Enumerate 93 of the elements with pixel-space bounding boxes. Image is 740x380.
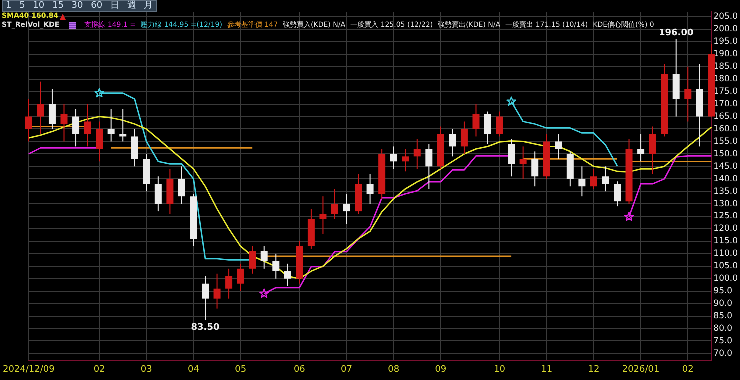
candlestick [402, 148, 410, 172]
x-tick-label: 02 [94, 364, 106, 375]
point [624, 212, 634, 222]
candlestick [484, 111, 492, 145]
x-tick-label: 09 [435, 364, 447, 375]
x-tick-label: 05 [235, 364, 247, 375]
y-tick-label: 175.0 [714, 87, 738, 98]
y-tick-label: 190.0 [714, 50, 738, 60]
x-tick-label: 03 [140, 364, 152, 375]
x-tick-label: 11 [541, 364, 553, 375]
candlestick [131, 128, 138, 168]
candlestick [343, 194, 350, 225]
candlestick [96, 121, 104, 162]
annotation: 83.50 [191, 322, 220, 333]
x-tick-label: 2026/01 [622, 364, 660, 375]
candlestick [449, 128, 456, 158]
candlestick [649, 126, 656, 175]
x-tick-label: 02 [682, 364, 694, 375]
y-tick-label: 120.0 [714, 224, 738, 234]
candlestick [460, 121, 468, 155]
y-tick-label: 155.0 [714, 136, 738, 147]
candlestick [602, 166, 610, 192]
candlestick [37, 81, 44, 135]
y-tick-label: 75.0 [714, 336, 733, 346]
x-tick-label: 10 [494, 364, 506, 375]
y-tick-label: 100.0 [714, 274, 738, 284]
point [94, 88, 104, 98]
candlestick [684, 66, 692, 122]
x-tick-label: 08 [388, 364, 400, 375]
candlestick [366, 174, 374, 205]
y-tick-label: 205.0 [714, 12, 738, 22]
candlestick [532, 151, 539, 188]
candlestick [214, 273, 221, 310]
x-tick-label: 12 [588, 364, 600, 375]
text: 1 5 10 15 30 60 日 週 月 [2, 0, 158, 12]
y-tick-label: 150.0 [714, 149, 738, 160]
candlestick [590, 168, 598, 190]
candlestick [320, 196, 327, 234]
candlestick [260, 246, 268, 270]
candlestick [48, 88, 56, 130]
candlestick [154, 176, 162, 212]
point [506, 96, 516, 106]
y-tick-label: 140.0 [714, 174, 738, 184]
y-tick-label: 110.0 [714, 249, 738, 260]
candlestick [226, 268, 233, 300]
candlestick [390, 146, 398, 170]
y-tick-label: 165.0 [714, 112, 738, 122]
candlestick [578, 166, 586, 198]
candlestick [426, 144, 433, 190]
y-tick-label: 105.0 [714, 262, 738, 272]
y-tick-label: 170.0 [714, 99, 738, 110]
y-tick-label: 90.0 [714, 299, 733, 310]
candlestick [237, 263, 244, 292]
annotation: 196.00 [658, 28, 694, 38]
y-tick-label: 85.0 [714, 312, 733, 322]
y-tick-label: 200.0 [714, 24, 738, 35]
y-tick-label: 185.0 [714, 62, 738, 72]
y-tick-label: 180.0 [714, 74, 738, 85]
candlestick [72, 108, 80, 148]
y-tick-label: 130.0 [714, 199, 738, 210]
x-tick-label: 2024/12/09 [3, 364, 56, 375]
y-tick-label: 80.0 [714, 324, 733, 334]
x-tick-label: 07 [341, 364, 352, 375]
candlestick [638, 134, 645, 162]
candlestick [284, 263, 292, 287]
y-tick-label: 70.0 [714, 348, 733, 359]
candlestick [614, 181, 621, 208]
candlestick [249, 246, 256, 274]
candlestick [331, 188, 338, 220]
candlestick [202, 276, 210, 321]
candlestick [60, 104, 68, 142]
y-tick-label: 95.0 [714, 286, 733, 297]
x-tick-label: 04 [188, 364, 200, 375]
y-tick-label: 125.0 [714, 212, 738, 222]
candlestick [555, 134, 562, 160]
y-tick-label: 145.0 [714, 162, 738, 172]
x-tick-label: 06 [294, 364, 306, 375]
candlestick [520, 146, 527, 180]
y-tick-label: 115.0 [714, 236, 738, 247]
y-tick-label: 160.0 [714, 124, 738, 134]
candlestick [178, 166, 186, 205]
candlestick [84, 104, 92, 148]
candlestick [414, 138, 421, 170]
y-tick-label: 135.0 [714, 186, 738, 197]
y-tick-label: 195.0 [714, 37, 738, 48]
candlestick [25, 98, 32, 142]
candlestick [120, 108, 127, 142]
candlestick [272, 253, 280, 280]
candlestick [472, 104, 480, 138]
candlestick [496, 111, 504, 138]
candlestick [508, 138, 516, 178]
point [259, 288, 270, 298]
candlestick [108, 108, 115, 142]
